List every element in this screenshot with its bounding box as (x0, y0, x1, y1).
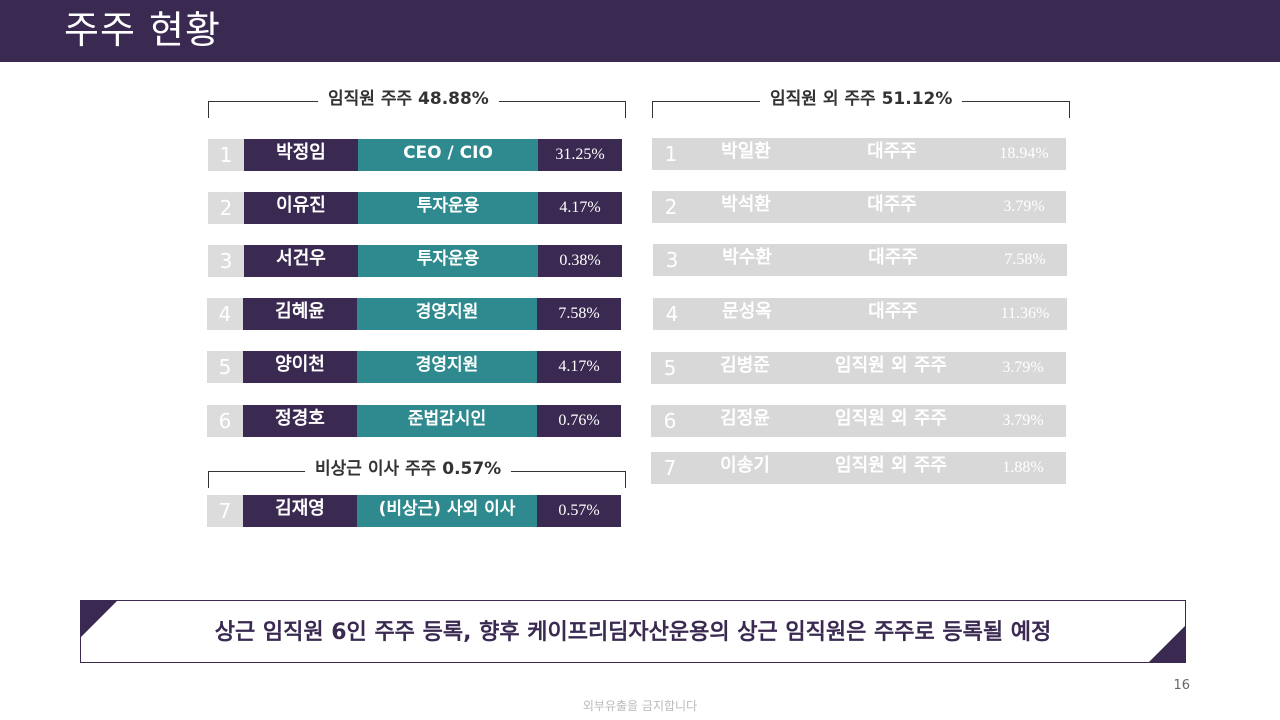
shareholder-role: CEO / CIO (358, 139, 538, 171)
other-shareholder-row: 7 이송기 임직원 외 주주 1.88% (651, 452, 1066, 484)
shareholder-name: 김정윤 (720, 408, 770, 429)
header-bar: 주주 현황 (0, 0, 1280, 62)
summary-note-text: 상근 임직원 6인 주주 등록, 향후 케이프리딤자산운용의 상근 임직원은 주… (214, 620, 1052, 645)
shareholder-role: (비상근) 사외 이사 (357, 495, 537, 527)
share-percentage: 4.17% (537, 351, 621, 383)
other-shareholder-row: 1 박일환 대주주 18.94% (652, 138, 1066, 170)
others-section-label: 임직원 외 주주 51.12% (760, 88, 963, 110)
shareholder-role: 대주주 (867, 194, 917, 215)
shareholder-role: 투자운용 (358, 192, 538, 224)
executive-row: 2 이유진 투자운용 4.17% (208, 192, 622, 224)
other-shareholder-row: 5 김병준 임직원 외 주주 3.79% (651, 352, 1066, 384)
row-number: 5 (663, 356, 677, 380)
shareholder-name: 박일환 (721, 141, 771, 162)
shareholder-name: 박정임 (244, 139, 358, 171)
executive-row: 1 박정임 CEO / CIO 31.25% (208, 139, 622, 171)
row-number: 1 (664, 142, 678, 166)
executive-row: 5 양이천 경영지원 4.17% (207, 351, 621, 383)
other-shareholder-row: 4 문성옥 대주주 11.36% (653, 298, 1067, 330)
share-percentage: 4.17% (538, 192, 622, 224)
shareholder-role: 대주주 (868, 247, 918, 268)
share-percentage: 3.79% (1002, 359, 1044, 376)
row-number: 2 (208, 192, 244, 224)
share-percentage: 0.76% (537, 405, 621, 437)
shareholder-role: 임직원 외 주주 (835, 455, 947, 476)
shareholder-name: 김재영 (243, 495, 357, 527)
share-percentage: 3.79% (1003, 198, 1045, 215)
executive-row: 3 서건우 투자운용 0.38% (208, 245, 622, 277)
shareholder-name: 문성옥 (722, 301, 772, 322)
shareholder-role: 임직원 외 주주 (835, 408, 947, 429)
corner-decoration (80, 600, 118, 638)
shareholder-name: 이유진 (244, 192, 358, 224)
executive-row: 4 김혜윤 경영지원 7.58% (207, 298, 621, 330)
shareholder-name: 박석환 (721, 194, 771, 215)
share-percentage: 31.25% (538, 139, 622, 171)
page-number: 16 (1173, 678, 1190, 693)
shareholder-role: 경영지원 (357, 351, 537, 383)
row-number: 6 (207, 405, 243, 437)
shareholder-role: 대주주 (867, 141, 917, 162)
share-percentage: 0.38% (538, 245, 622, 277)
row-number: 7 (663, 456, 677, 480)
shareholder-name: 김혜윤 (243, 298, 357, 330)
share-percentage: 1.88% (1002, 459, 1044, 476)
page-title: 주주 현황 (64, 8, 221, 52)
other-shareholder-row: 2 박석환 대주주 3.79% (652, 191, 1066, 223)
row-number: 3 (208, 245, 244, 277)
row-number: 5 (207, 351, 243, 383)
shareholder-role: 경영지원 (357, 298, 537, 330)
shareholder-name: 박수환 (722, 247, 772, 268)
shareholder-name: 정경호 (243, 405, 357, 437)
confidentiality-notice: 외부유출을 금지합니다 (582, 699, 698, 713)
share-percentage: 18.94% (999, 145, 1049, 162)
row-number: 4 (207, 298, 243, 330)
share-percentage: 7.58% (537, 298, 621, 330)
other-shareholder-row: 6 김정윤 임직원 외 주주 3.79% (651, 405, 1066, 437)
share-percentage: 11.36% (1000, 305, 1050, 322)
executive-row: 6 정경호 준법감시인 0.76% (207, 405, 621, 437)
shareholder-role: 투자운용 (358, 245, 538, 277)
shareholder-role: 준법감시인 (357, 405, 537, 437)
row-number: 3 (665, 248, 679, 272)
row-number: 6 (663, 409, 677, 433)
executives-section-label: 임직원 주주 48.88% (318, 88, 499, 110)
corner-decoration (1148, 625, 1186, 663)
shareholder-name: 이송기 (720, 455, 770, 476)
share-percentage: 7.58% (1004, 251, 1046, 268)
shareholder-role: 대주주 (868, 301, 918, 322)
nonstanding-section-label: 비상근 이사 주주 0.57% (305, 458, 512, 480)
shareholder-role: 임직원 외 주주 (835, 355, 947, 376)
shareholder-name: 양이천 (243, 351, 357, 383)
other-shareholder-row: 3 박수환 대주주 7.58% (653, 244, 1067, 276)
shareholder-name: 김병준 (720, 355, 770, 376)
shareholder-name: 서건우 (244, 245, 358, 277)
row-number: 7 (207, 495, 243, 527)
row-number: 2 (664, 195, 678, 219)
executive-row: 7 김재영 (비상근) 사외 이사 0.57% (207, 495, 621, 527)
row-number: 4 (665, 302, 679, 326)
summary-note-box: 상근 임직원 6인 주주 등록, 향후 케이프리딤자산운용의 상근 임직원은 주… (80, 600, 1186, 663)
share-percentage: 3.79% (1002, 412, 1044, 429)
row-number: 1 (208, 139, 244, 171)
share-percentage: 0.57% (537, 495, 621, 527)
